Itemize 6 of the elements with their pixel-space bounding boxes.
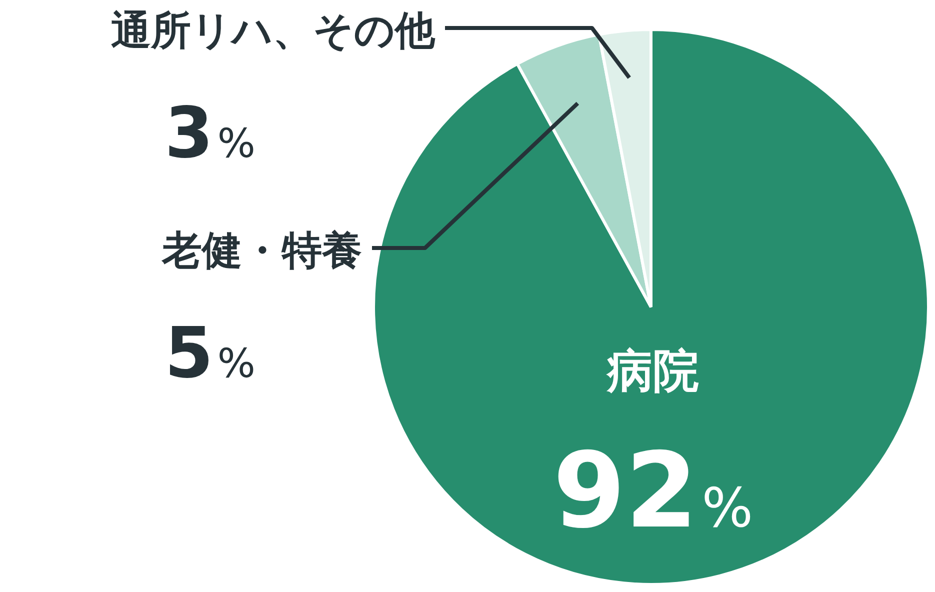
slice-label: 通所リハ、その他 xyxy=(111,8,436,54)
data-label: 92% xyxy=(553,429,754,552)
data-label: 5% xyxy=(164,312,256,394)
data-label: 3% xyxy=(164,92,256,174)
slice-label: 老健・特養 xyxy=(161,228,362,274)
slice-label: 病院 xyxy=(606,343,700,398)
